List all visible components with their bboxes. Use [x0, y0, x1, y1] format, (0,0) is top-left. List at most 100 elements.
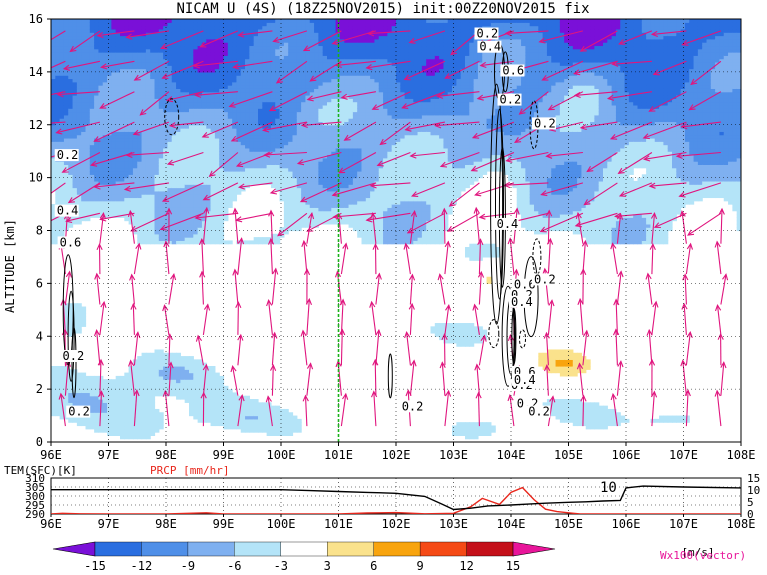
field-cell [189, 25, 194, 30]
field-cell [184, 207, 190, 212]
field-cell [167, 121, 173, 126]
field-cell [245, 78, 250, 83]
field-cell [107, 68, 112, 73]
field-cell [85, 422, 91, 427]
field-cell [141, 372, 147, 377]
field-cell [214, 144, 220, 149]
field-cell [327, 42, 332, 47]
field-cell [270, 164, 276, 169]
field-cell [206, 28, 212, 33]
field-cell [55, 124, 61, 129]
field-cell [288, 32, 294, 37]
field-cell [318, 154, 324, 159]
field-cell [128, 385, 134, 390]
field-cell [193, 111, 199, 116]
field-cell [206, 157, 212, 162]
field-cell [279, 35, 285, 40]
field-cell [253, 108, 259, 113]
field-cell [98, 422, 104, 427]
field-cell [158, 134, 164, 139]
field-cell [51, 98, 56, 103]
field-cell [219, 141, 225, 146]
field-cell [158, 392, 164, 397]
field-cell [171, 22, 177, 27]
field-cell [301, 157, 307, 162]
field-cell [59, 197, 65, 202]
field-cell [85, 194, 91, 199]
field-cell [115, 204, 121, 208]
field-cell [115, 412, 121, 417]
field-cell [51, 134, 56, 139]
field-cell [327, 118, 332, 123]
field-cell [55, 200, 61, 205]
field-cell [223, 217, 229, 222]
field-cell [102, 197, 108, 202]
field-cell [158, 68, 164, 73]
field-cell [63, 48, 69, 53]
field-cell [63, 372, 69, 377]
field-cell [327, 28, 332, 33]
field-cell [107, 81, 112, 86]
field-cell [283, 204, 289, 208]
field-cell [262, 111, 268, 116]
field-cell [141, 422, 147, 427]
field-cell [102, 405, 108, 410]
field-cell [132, 180, 138, 185]
field-cell [197, 61, 203, 66]
field-cell [107, 389, 112, 394]
field-cell [283, 194, 289, 199]
field-cell [193, 81, 199, 86]
field-cell [137, 375, 143, 380]
field-cell [227, 61, 233, 66]
field-cell [318, 111, 324, 116]
field-cell [176, 171, 181, 175]
field-cell [180, 52, 186, 56]
field-cell [223, 25, 229, 30]
field-cell [249, 405, 255, 410]
field-cell [258, 38, 263, 43]
field-cell [292, 65, 298, 70]
field-cell [270, 25, 276, 30]
field-cell [206, 121, 212, 126]
field-cell [102, 422, 108, 427]
field-cell [266, 157, 272, 162]
field-cell [85, 190, 91, 195]
field-cell [214, 197, 220, 202]
field-cell [292, 174, 298, 179]
field-cell [292, 19, 298, 23]
field-cell [210, 379, 216, 384]
field-cell [98, 98, 104, 103]
field-cell [137, 171, 143, 175]
field-cell [163, 190, 169, 195]
field-cell [240, 157, 246, 162]
field-cell [163, 177, 169, 182]
field-cell [236, 171, 242, 175]
field-cell [107, 111, 112, 116]
field-cell [206, 372, 212, 377]
field-cell [180, 118, 186, 123]
field-cell [81, 316, 87, 321]
field-cell [227, 425, 233, 430]
field-cell [81, 204, 87, 208]
field-cell [283, 137, 289, 142]
field-cell [262, 412, 268, 417]
field-cell [318, 114, 324, 119]
field-cell [219, 98, 225, 103]
field-cell [94, 379, 100, 384]
field-cell [189, 131, 194, 136]
field-cell [249, 91, 255, 96]
field-cell [322, 42, 328, 47]
field-cell [296, 28, 302, 33]
field-cell [102, 389, 108, 394]
field-cell [111, 405, 117, 410]
field-cell [227, 141, 233, 146]
field-cell [223, 422, 229, 427]
field-cell [141, 197, 147, 202]
field-cell [197, 78, 203, 83]
field-cell [201, 171, 207, 175]
field-cell [292, 131, 298, 136]
field-cell [210, 104, 216, 109]
field-cell [197, 48, 203, 53]
field-cell [322, 32, 328, 37]
field-cell [305, 58, 311, 63]
